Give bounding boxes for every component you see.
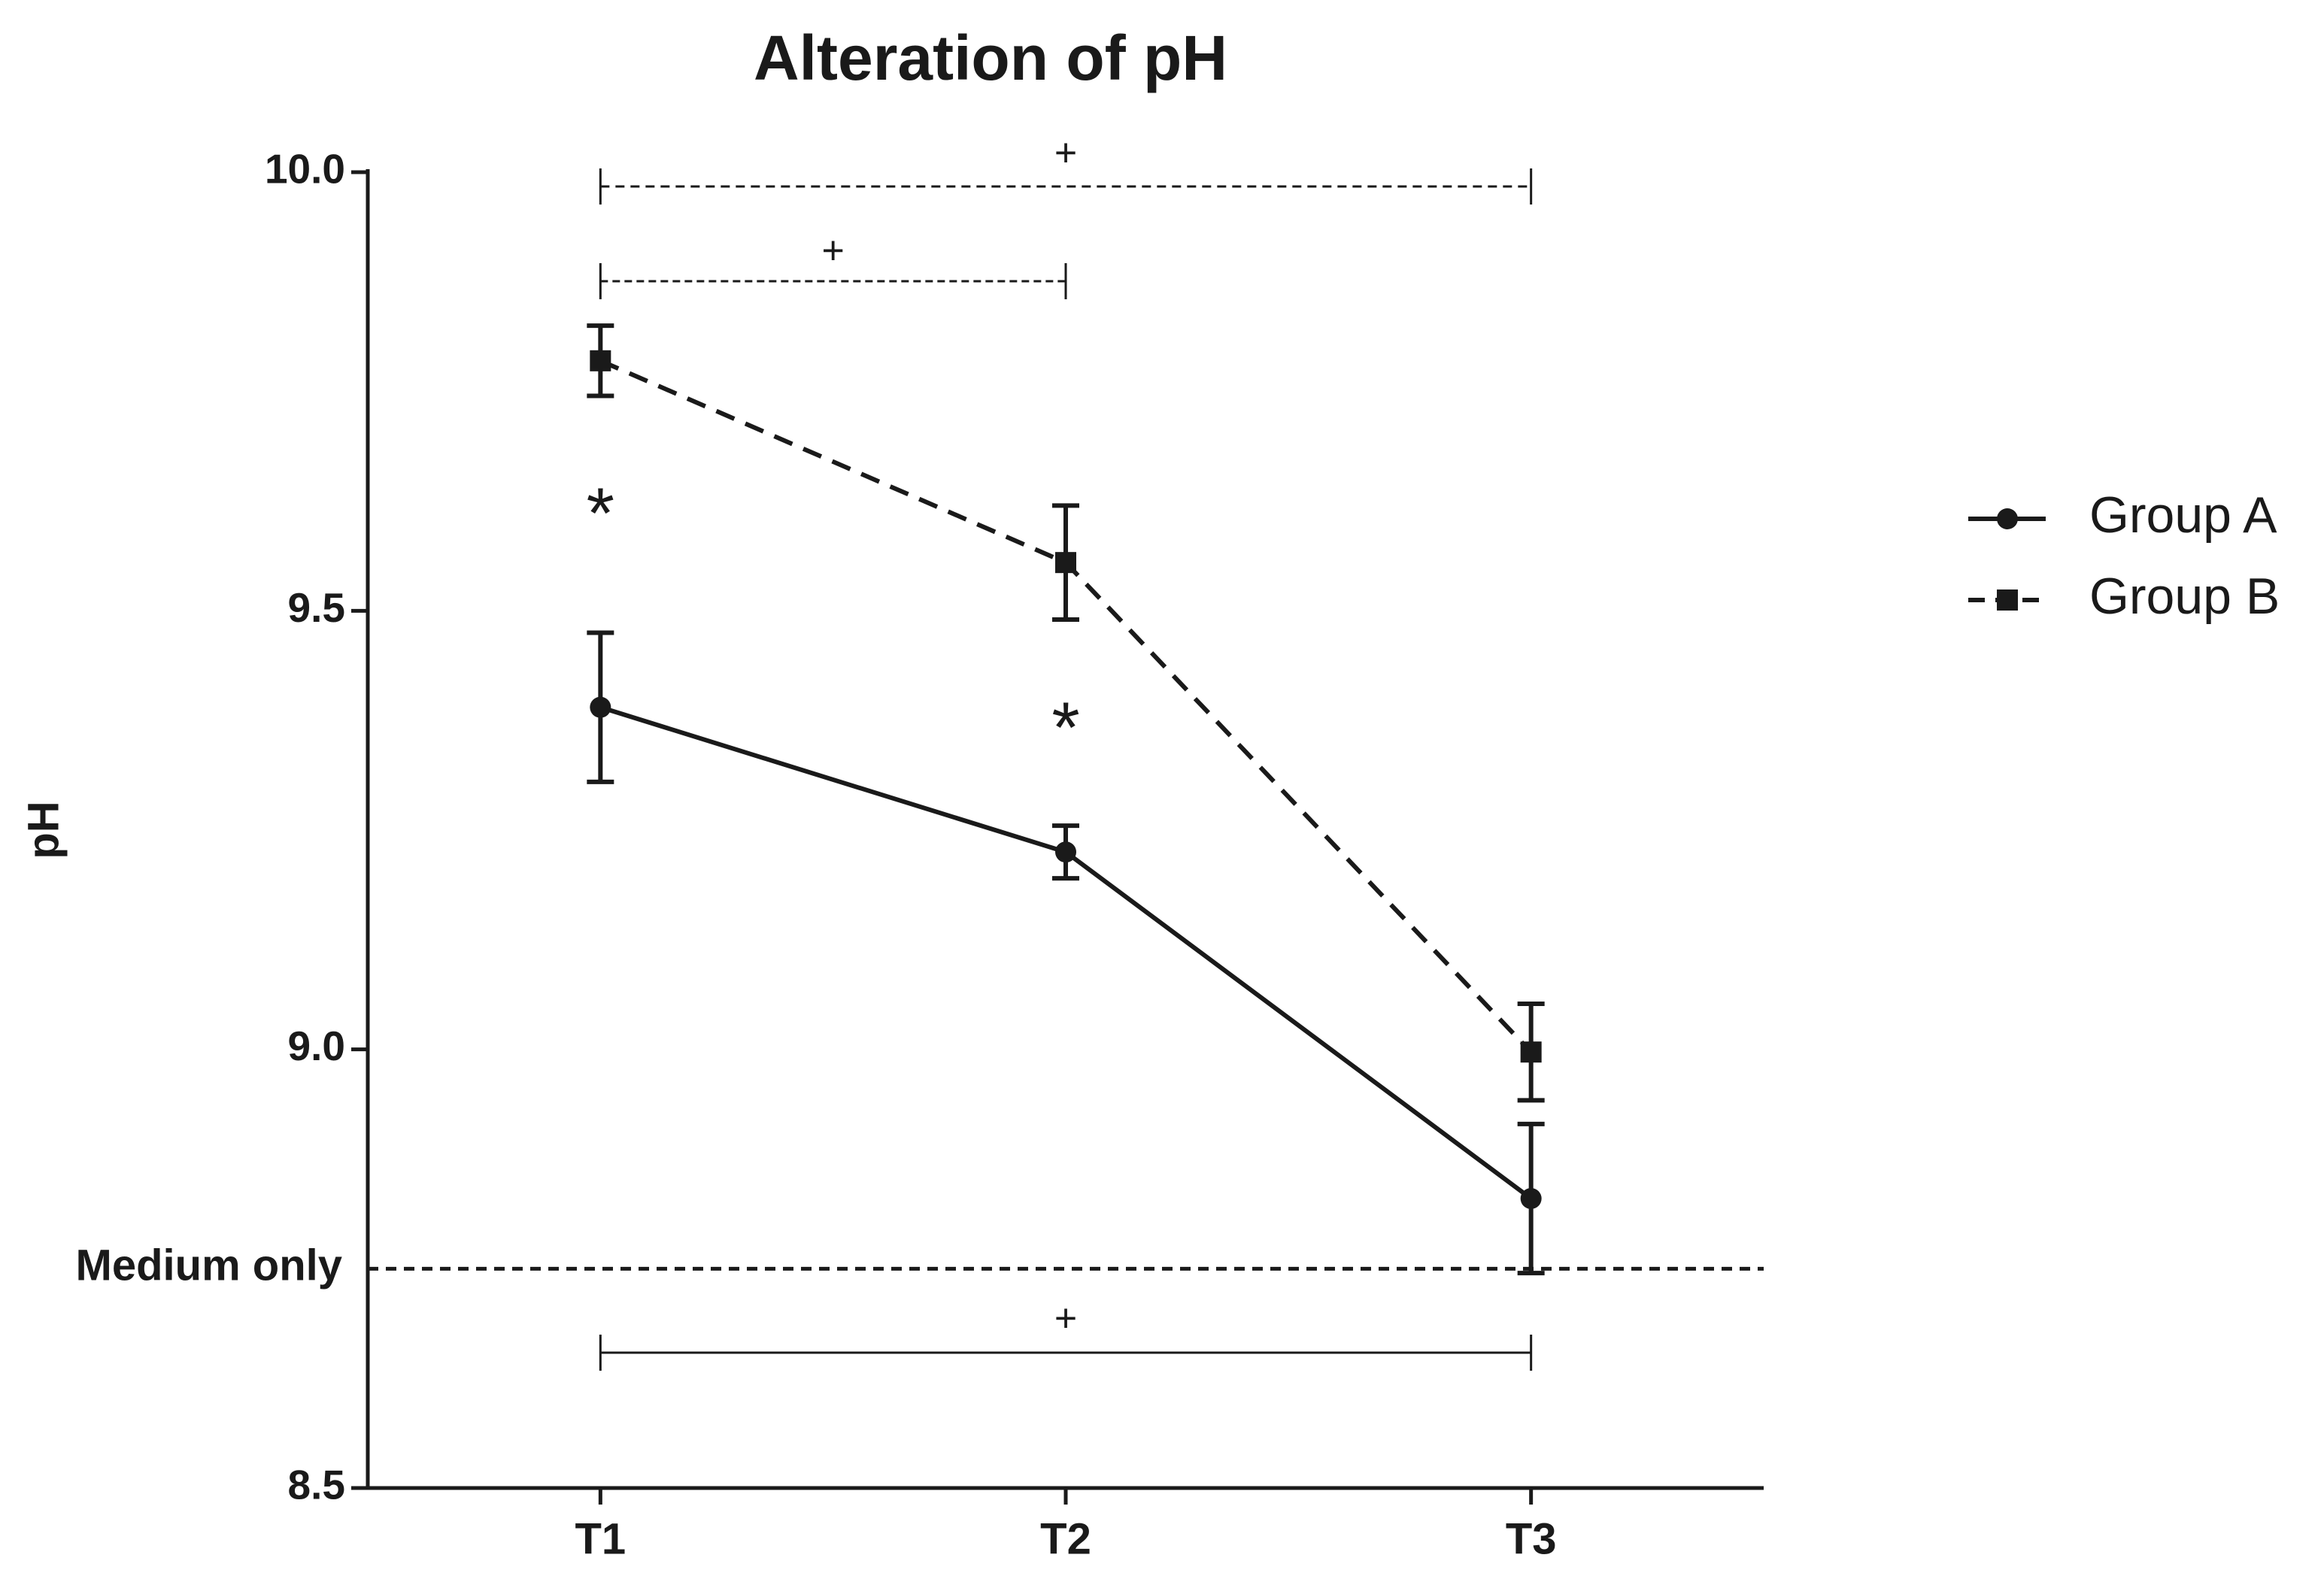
x-tick-label: T3 (1506, 1514, 1557, 1563)
y-tick-label: 8.5 (288, 1462, 345, 1508)
significance-mark: * (1051, 687, 1079, 768)
legend-label: Group B (2089, 568, 2280, 625)
legend-label: Group A (2089, 486, 2277, 544)
bracket-label: + (1054, 132, 1077, 175)
chart-title: Alteration of pH (754, 23, 1227, 93)
legend-marker (1997, 589, 2018, 611)
marker (590, 350, 611, 371)
bracket-label: + (821, 229, 844, 273)
marker (1055, 552, 1076, 574)
y-tick-label: 9.0 (288, 1023, 345, 1069)
x-tick-label: T2 (1040, 1514, 1091, 1563)
y-tick-label: 10.0 (265, 146, 345, 192)
y-tick-label: 9.5 (288, 584, 345, 631)
y-axis-label: pH (19, 801, 68, 859)
marker (590, 696, 611, 718)
marker (1520, 1041, 1542, 1063)
bracket-label: + (1054, 1297, 1077, 1341)
significance-mark: * (587, 473, 614, 553)
marker (1520, 1188, 1542, 1209)
legend-marker (1997, 508, 2018, 529)
reference-label: Medium only (76, 1241, 342, 1290)
marker (1055, 841, 1076, 863)
series-line (599, 705, 1533, 1201)
x-tick-label: T1 (575, 1514, 626, 1563)
